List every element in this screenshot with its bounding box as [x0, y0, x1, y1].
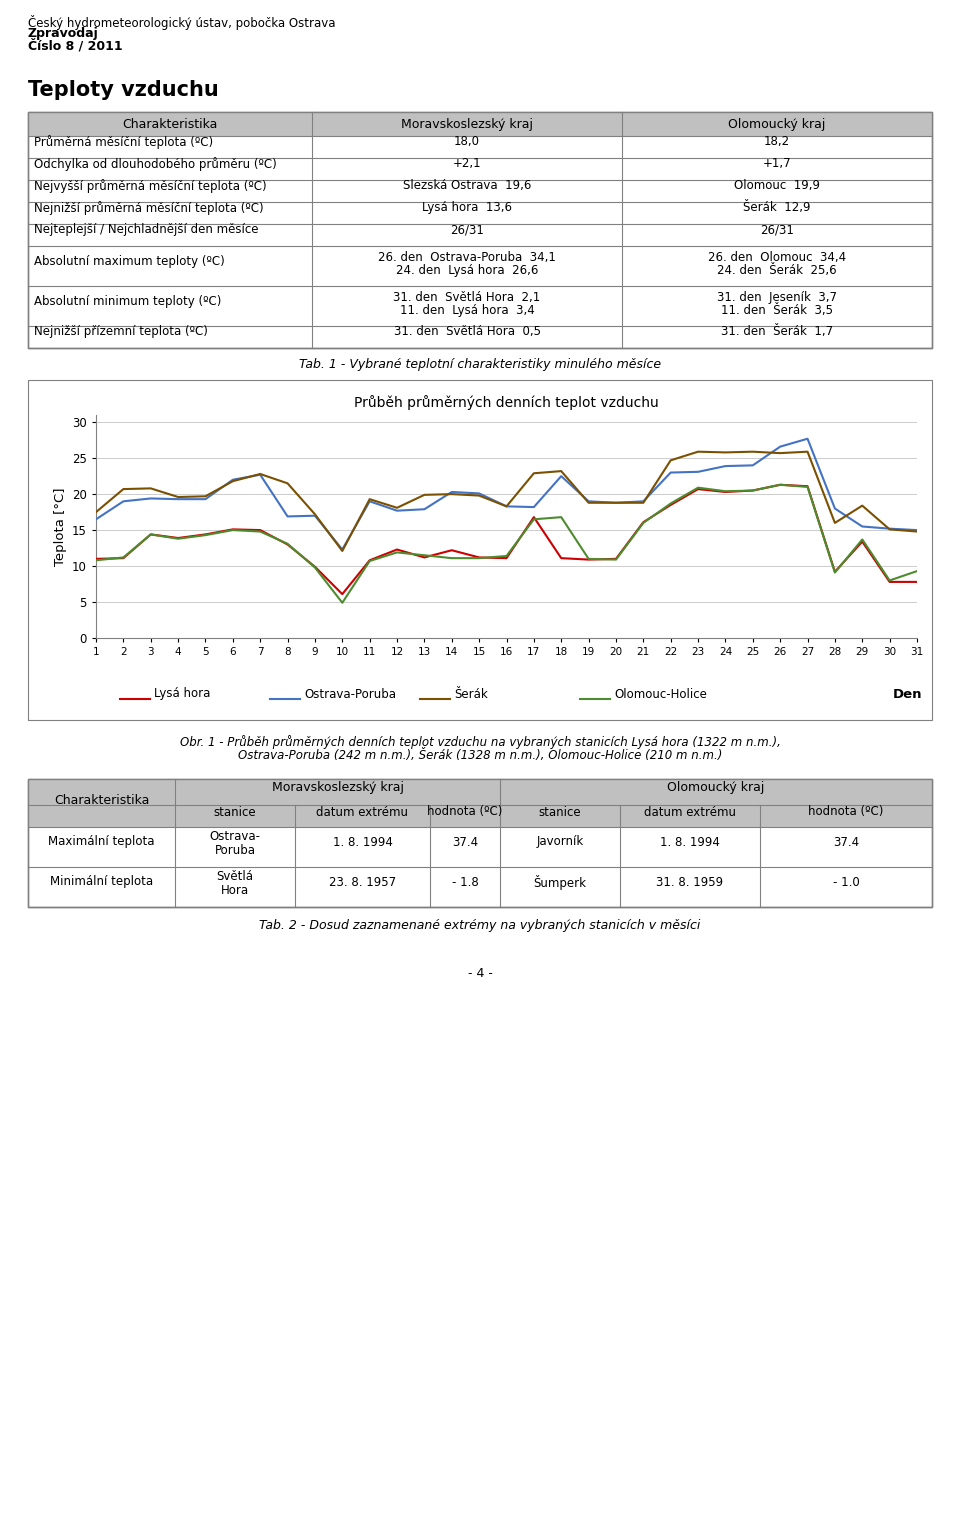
Bar — [28, 779, 932, 907]
Text: Charakteristika: Charakteristika — [122, 118, 218, 130]
Text: 23. 8. 1957: 23. 8. 1957 — [329, 876, 396, 888]
Text: Poruba: Poruba — [214, 844, 255, 856]
Text: Šumperk: Šumperk — [534, 874, 587, 890]
Text: hodnota (ºC): hodnota (ºC) — [808, 805, 884, 819]
Text: Teploty vzduchu: Teploty vzduchu — [28, 80, 219, 100]
Text: Tab. 1 - Vybrané teplotní charakteristiky minulého měsíce: Tab. 1 - Vybrané teplotní charakteristik… — [299, 357, 661, 371]
Text: 1. 8. 1994: 1. 8. 1994 — [332, 836, 393, 848]
Text: Maximální teplota: Maximální teplota — [48, 836, 155, 848]
Text: hodnota (ºC): hodnota (ºC) — [427, 805, 503, 819]
Text: Obr. 1 - Průběh průměrných denních teplot vzduchu na vybraných stanicích Lysá ho: Obr. 1 - Průběh průměrných denních teplo… — [180, 735, 780, 749]
Text: - 1.8: - 1.8 — [451, 876, 478, 888]
Text: 26. den  Olomouc  34,4: 26. den Olomouc 34,4 — [708, 252, 846, 264]
Text: Šerák  12,9: Šerák 12,9 — [743, 201, 811, 215]
Text: 26/31: 26/31 — [450, 224, 484, 236]
Text: 31. 8. 1959: 31. 8. 1959 — [657, 876, 724, 888]
Y-axis label: Teplota [°C]: Teplota [°C] — [54, 488, 66, 566]
Text: datum extrému: datum extrému — [644, 805, 736, 819]
Text: 24. den  Lysá hora  26,6: 24. den Lysá hora 26,6 — [396, 264, 539, 278]
Text: Šerák: Šerák — [454, 687, 488, 701]
Text: +1,7: +1,7 — [762, 158, 791, 170]
Text: - 4 -: - 4 - — [468, 966, 492, 980]
Text: 26. den  Ostrava-Poruba  34,1: 26. den Ostrava-Poruba 34,1 — [378, 252, 556, 264]
Text: Tab. 2 - Dosud zaznamenané extrémy na vybraných stanicích v měsíci: Tab. 2 - Dosud zaznamenané extrémy na vy… — [259, 919, 701, 933]
Text: Slezská Ostrava  19,6: Slezská Ostrava 19,6 — [403, 179, 531, 192]
Text: Olomouc  19,9: Olomouc 19,9 — [734, 179, 820, 192]
Bar — [28, 805, 932, 827]
Text: 31. den  Světlá Hora  0,5: 31. den Světlá Hora 0,5 — [394, 325, 540, 339]
Text: 11. den  Šerák  3,5: 11. den Šerák 3,5 — [721, 304, 833, 318]
Text: Nejnižší průměrná měsíční teplota (ºC): Nejnižší průměrná měsíční teplota (ºC) — [34, 201, 264, 215]
Text: Ostrava-Poruba: Ostrava-Poruba — [304, 687, 396, 701]
Bar — [28, 380, 932, 719]
Text: Absolutní minimum teploty (ºC): Absolutní minimum teploty (ºC) — [34, 295, 222, 307]
Text: Lysá hora: Lysá hora — [154, 687, 210, 701]
Text: Moravskoslezský kraj: Moravskoslezský kraj — [401, 118, 533, 130]
Text: datum extrému: datum extrému — [317, 805, 409, 819]
Text: 18,2: 18,2 — [764, 135, 790, 149]
Text: Nejnižší přízemní teplota (ºC): Nejnižší přízemní teplota (ºC) — [34, 325, 208, 339]
Text: 11. den  Lysá hora  3,4: 11. den Lysá hora 3,4 — [399, 304, 535, 318]
Text: Absolutní maximum teploty (ºC): Absolutní maximum teploty (ºC) — [34, 255, 225, 267]
Bar — [28, 779, 932, 805]
Title: Průběh průměrných denních teplot vzduchu: Průběh průměrných denních teplot vzduchu — [354, 394, 659, 410]
Text: Lysá hora  13,6: Lysá hora 13,6 — [422, 201, 512, 215]
Bar — [28, 112, 932, 348]
Text: 18,0: 18,0 — [454, 135, 480, 149]
Text: Nejteplejší / Nejchladnější den měsíce: Nejteplejší / Nejchladnější den měsíce — [34, 224, 258, 236]
Text: Den: Den — [893, 687, 922, 701]
Text: 26/31: 26/31 — [760, 224, 794, 236]
Text: +2,1: +2,1 — [453, 158, 481, 170]
Bar — [28, 112, 932, 348]
Text: Světlá: Světlá — [217, 870, 253, 884]
Text: Odchylka od dlouhodobého průměru (ºC): Odchylka od dlouhodobého průměru (ºC) — [34, 156, 276, 170]
Text: Ostrava-Poruba (242 m n.m.), Šerák (1328 m n.m.), Olomouc-Holice (210 m n.m.): Ostrava-Poruba (242 m n.m.), Šerák (1328… — [238, 749, 722, 762]
Text: Javorník: Javorník — [537, 836, 584, 848]
Text: Olomouc-Holice: Olomouc-Holice — [614, 687, 707, 701]
Text: Nejvyšší průměrná měsíční teplota (ºC): Nejvyšší průměrná měsíční teplota (ºC) — [34, 179, 267, 193]
Bar — [28, 112, 932, 137]
Text: Číslo 8 / 2011: Číslo 8 / 2011 — [28, 38, 123, 52]
Text: 31. den  Šerák  1,7: 31. den Šerák 1,7 — [721, 325, 833, 339]
Text: 1. 8. 1994: 1. 8. 1994 — [660, 836, 720, 848]
Text: stanice: stanice — [539, 805, 582, 819]
Text: Charakteristika: Charakteristika — [54, 793, 149, 807]
Text: Moravskoslezský kraj: Moravskoslezský kraj — [272, 781, 403, 795]
Text: Ostrava-: Ostrava- — [209, 830, 260, 844]
Text: Minimální teplota: Minimální teplota — [50, 876, 153, 888]
Text: 31. den  Jeseník  3,7: 31. den Jeseník 3,7 — [717, 291, 837, 304]
Bar — [28, 779, 932, 907]
Text: Olomoucký kraj: Olomoucký kraj — [667, 781, 765, 795]
Text: 31. den  Světlá Hora  2,1: 31. den Světlá Hora 2,1 — [394, 291, 540, 304]
Text: Olomoucký kraj: Olomoucký kraj — [729, 118, 826, 130]
Text: 37.4: 37.4 — [452, 836, 478, 848]
Text: Hora: Hora — [221, 884, 249, 896]
Text: Průměrná měsíční teplota (ºC): Průměrná měsíční teplota (ºC) — [34, 135, 213, 149]
Text: Český hydrometeorologický ústav, pobočka Ostrava: Český hydrometeorologický ústav, pobočka… — [28, 15, 335, 31]
Text: stanice: stanice — [214, 805, 256, 819]
Text: Zpravodaj: Zpravodaj — [28, 28, 99, 40]
Text: 24. den  Šerák  25,6: 24. den Šerák 25,6 — [717, 264, 837, 278]
Text: 37.4: 37.4 — [833, 836, 859, 848]
Text: - 1.0: - 1.0 — [832, 876, 859, 888]
